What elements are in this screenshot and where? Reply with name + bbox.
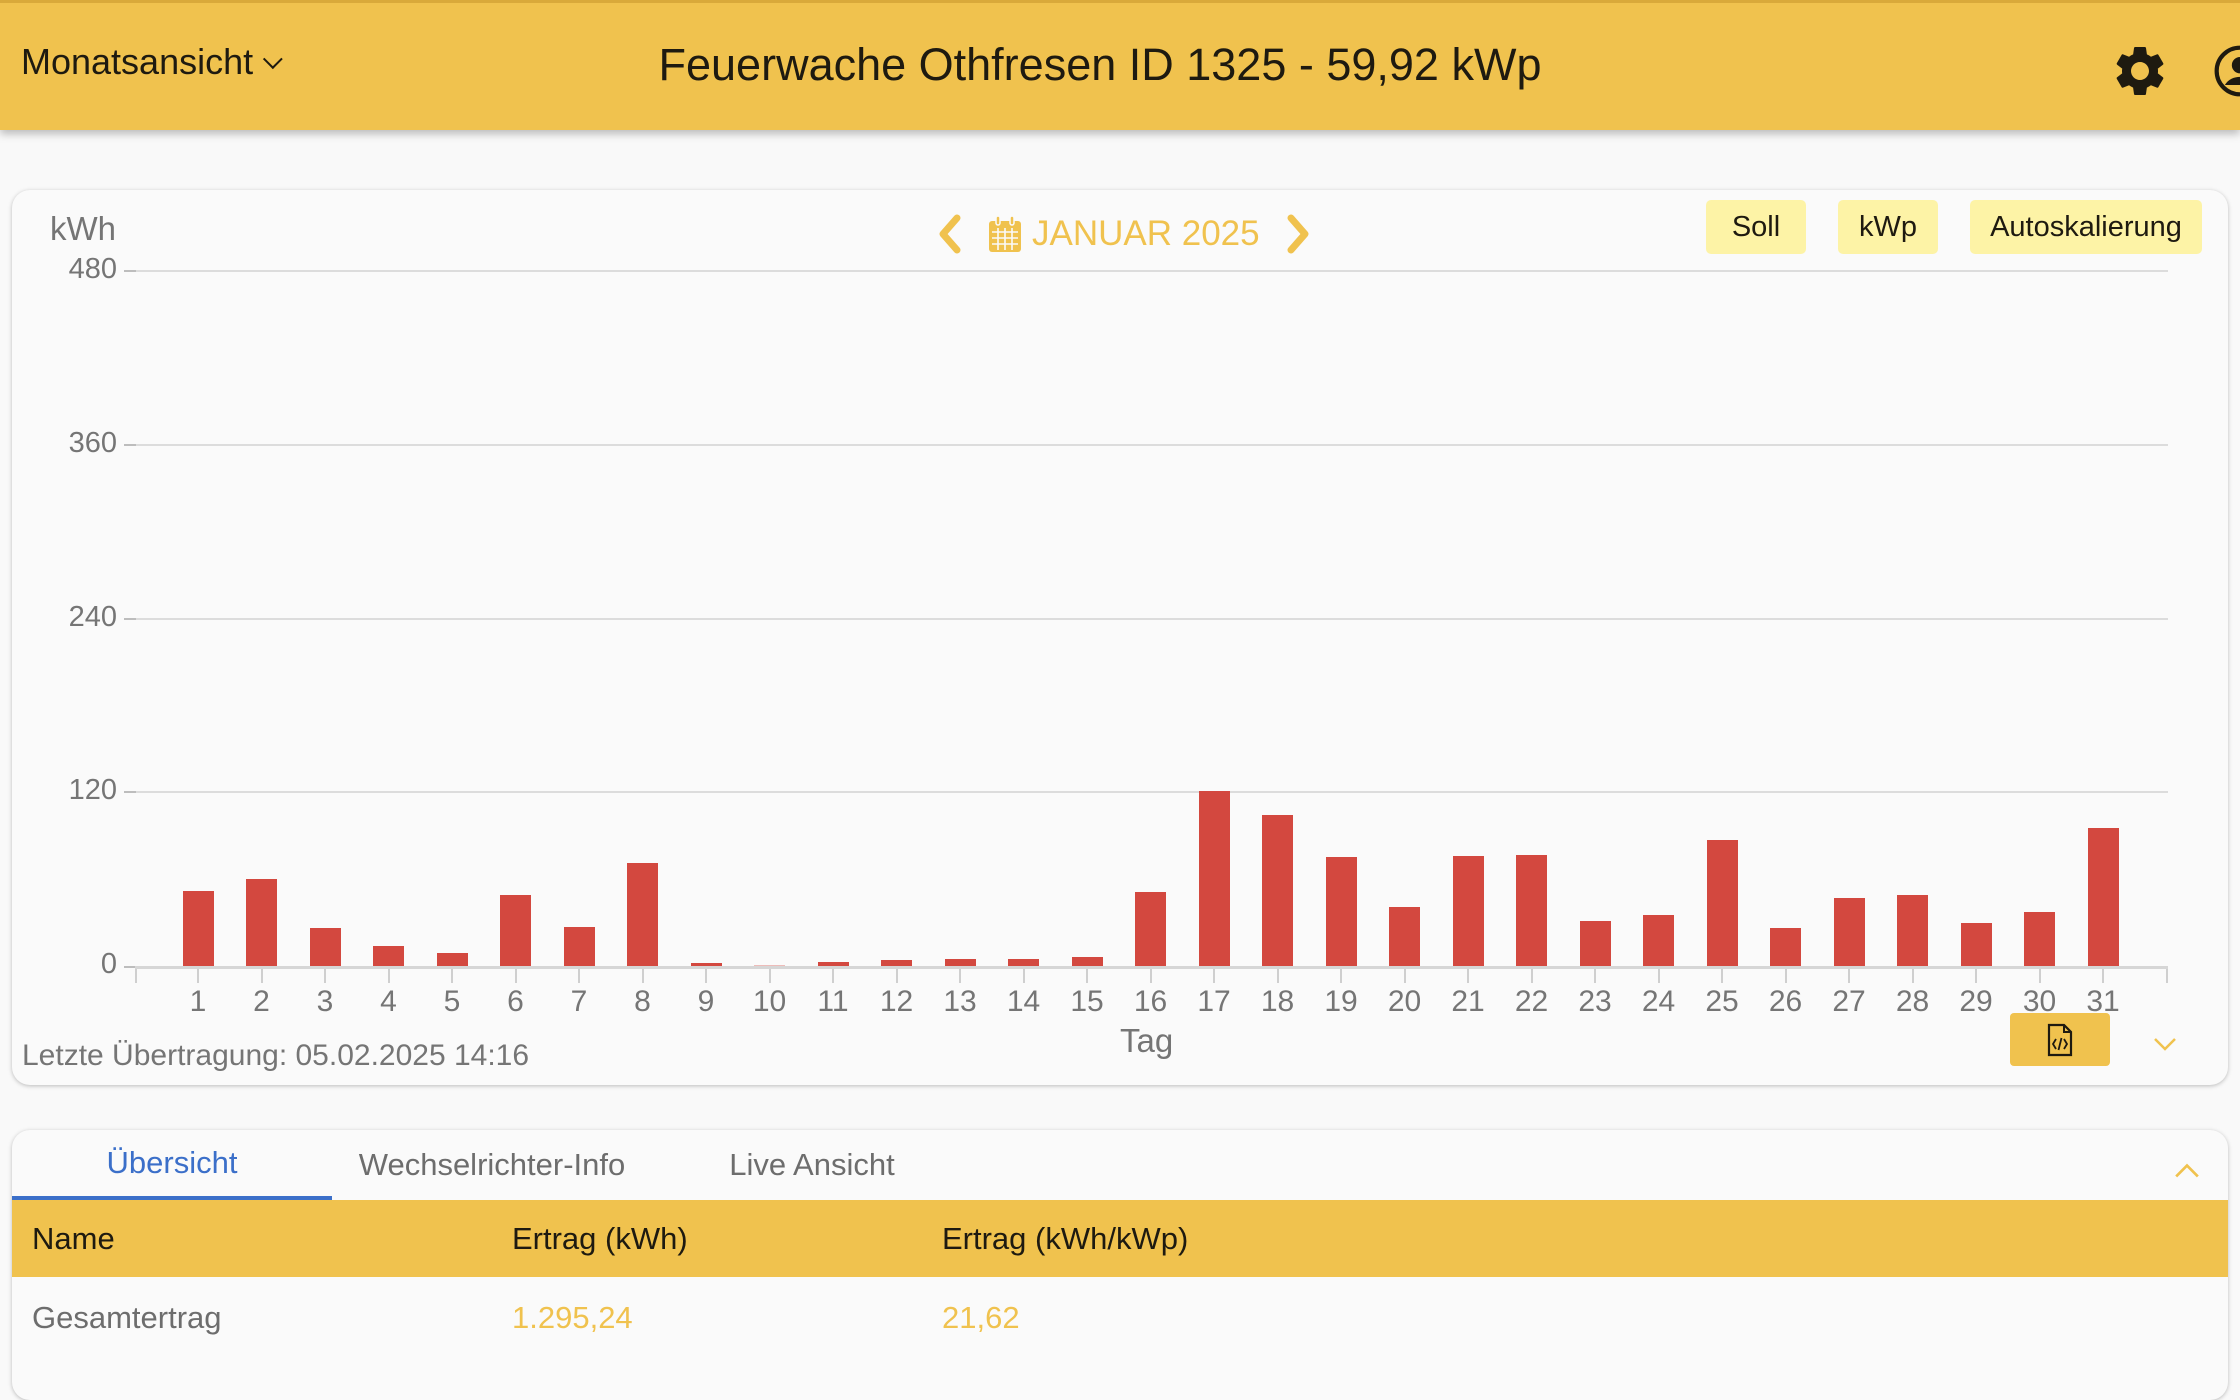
bar-day-16[interactable] [1135, 892, 1166, 966]
chart-card [12, 190, 2228, 1085]
bar-day-20[interactable] [1389, 906, 1420, 966]
bar-day-5[interactable] [436, 952, 468, 966]
tab-uebersicht[interactable]: Übersicht [12, 1130, 332, 1200]
export-button[interactable] [2010, 1013, 2110, 1066]
page-title: Feuerwache Othfresen ID 1325 - 59,92 kWp [0, 39, 2240, 91]
chevron-down-icon[interactable] [2153, 1032, 2177, 1056]
bar-day-18[interactable] [1262, 815, 1293, 966]
bar-day-2[interactable] [246, 879, 277, 966]
bar-day-30[interactable] [2024, 912, 2055, 966]
user-circle-icon[interactable] [2212, 43, 2240, 99]
column-header-ertrag-kwh: Ertrag (kWh) [512, 1220, 688, 1256]
x-axis-title: Tag [1120, 1022, 1174, 1059]
app-header: Monatsansicht Feuerwache Othfresen ID 13… [0, 0, 2240, 130]
bar-day-9[interactable] [690, 963, 722, 966]
bar-day-8[interactable] [627, 863, 658, 966]
bar-day-22[interactable] [1516, 854, 1547, 966]
tab-live-ansicht[interactable]: Live Ansicht [729, 1147, 895, 1182]
column-header-name: Name [32, 1220, 115, 1256]
month-picker[interactable]: JANUAR 2025 [988, 214, 1260, 254]
bar-day-24[interactable] [1643, 915, 1674, 966]
view-selector-label: Monatsansicht [21, 41, 254, 82]
bar-day-21[interactable] [1452, 855, 1484, 966]
bar-day-26[interactable] [1770, 928, 1801, 966]
month-navigator: JANUAR 2025 [930, 214, 1318, 254]
bar-day-25[interactable] [1706, 840, 1738, 966]
last-transmission: Letzte Übertragung: 05.02.2025 14:16 [22, 1039, 530, 1072]
info-tabs: Übersicht Wechselrichter-Info Live Ansic… [12, 1130, 972, 1200]
kwp-button[interactable]: kWp [1838, 200, 1938, 254]
file-code-icon [2047, 1023, 2073, 1056]
bar-day-23[interactable] [1579, 921, 1611, 966]
cell-ertrag-kwh-kwp: 21,62 [942, 1300, 1020, 1335]
view-selector-dropdown[interactable]: Monatsansicht [21, 41, 283, 83]
bar-day-15[interactable] [1071, 957, 1103, 966]
soll-button[interactable]: Soll [1706, 200, 1806, 254]
bar-day-13[interactable] [944, 958, 976, 966]
y-axis-unit: kWh [50, 210, 116, 247]
bar-day-3[interactable] [309, 928, 341, 966]
cell-name: Gesamtertrag [32, 1300, 222, 1335]
table-row: Gesamtertrag 1.295,24 21,62 [12, 1280, 2228, 1356]
month-label: JANUAR 2025 [1032, 214, 1260, 253]
bar-day-19[interactable] [1325, 857, 1357, 966]
chevron-left-icon[interactable] [930, 214, 970, 254]
gear-icon[interactable] [2110, 41, 2170, 101]
autoscale-button[interactable]: Autoskalierung [1970, 200, 2202, 254]
bar-day-31[interactable] [2087, 828, 2119, 966]
bar-day-1[interactable] [182, 890, 214, 966]
tab-wechselrichter-info[interactable]: Wechselrichter-Info [358, 1147, 626, 1182]
column-header-ertrag-kwh-kwp: Ertrag (kWh/kWp) [942, 1220, 1189, 1256]
cell-ertrag-kwh: 1.295,24 [512, 1300, 633, 1335]
bar-day-7[interactable] [563, 926, 595, 966]
bar-day-6[interactable] [500, 895, 531, 966]
bar-day-4[interactable] [373, 945, 404, 966]
bar-day-11[interactable] [817, 961, 849, 966]
chevron-up-icon[interactable] [2174, 1158, 2200, 1184]
bar-day-29[interactable] [1960, 922, 1992, 966]
bar-day-12[interactable] [881, 960, 912, 966]
page-title-text: Feuerwache Othfresen ID 1325 - 59,92 kWp [658, 39, 1542, 90]
bar-day-14[interactable] [1008, 958, 1039, 966]
chevron-right-icon[interactable] [1278, 214, 1318, 254]
table-header: Name Ertrag (kWh) Ertrag (kWh/kWp) [12, 1200, 2228, 1277]
bar-day-27[interactable] [1833, 897, 1865, 966]
calendar-icon [989, 215, 1021, 252]
bar-day-10[interactable] [754, 964, 785, 966]
bar-day-28[interactable] [1897, 895, 1928, 966]
bar-day-17[interactable] [1198, 790, 1230, 966]
